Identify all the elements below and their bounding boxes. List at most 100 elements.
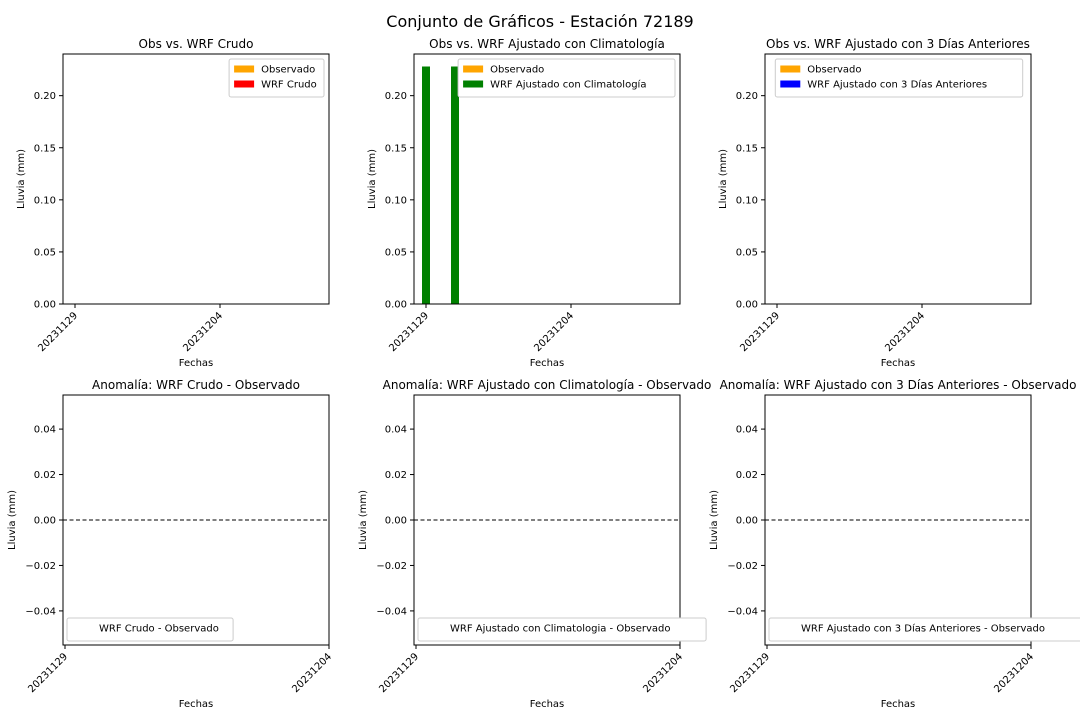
- axes-frame: [62, 394, 330, 646]
- legend-label: WRF Ajustado con Climatologia - Observad…: [450, 624, 671, 635]
- legend: WRF Crudo - Observado: [66, 617, 234, 642]
- legend-label: WRF Ajustado con 3 Días Anteriores: [807, 79, 987, 91]
- legend-box: [417, 617, 707, 642]
- y-tick-label: 0.04: [736, 425, 758, 436]
- bar: [422, 66, 430, 304]
- x-tick-label: 20231204: [883, 310, 927, 354]
- y-tick-label: 0.20: [34, 91, 56, 102]
- panel-title: Obs vs. WRF Ajustado con 3 Días Anterior…: [766, 37, 1030, 51]
- x-tick-label: 20231129: [26, 651, 70, 695]
- legend-box: [774, 58, 1024, 98]
- y-tick-label: −0.04: [727, 606, 758, 617]
- legend: Observado WRF Ajustado con 3 Días Anterio…: [774, 58, 1024, 98]
- figure-title: Conjunto de Gráficos - Estación 72189: [386, 12, 693, 31]
- x-tick-label: 20231129: [738, 310, 782, 354]
- legend: Observado WRF Ajustado con Climatología: [457, 58, 676, 98]
- y-tick-label: 0.20: [736, 91, 758, 102]
- chart-panel-4: Anomalía: WRF Crudo - Observado 0.04 0.02 0…: [7, 378, 334, 710]
- legend-swatch: [234, 80, 255, 88]
- y-tick-label: 0.00: [34, 516, 56, 527]
- y-tick-label: −0.02: [25, 561, 56, 572]
- y-tick-label: −0.02: [727, 561, 758, 572]
- x-axis-label: Fechas: [530, 699, 565, 710]
- x-tick-label: 20231129: [36, 310, 80, 354]
- y-tick-label: 0.10: [385, 195, 407, 206]
- y-tick-label: 0.04: [385, 425, 407, 436]
- y-tick-label: 0.15: [736, 143, 758, 154]
- x-tick-label: 20231204: [290, 651, 334, 695]
- panel-title: Anomalía: WRF Crudo - Observado: [92, 378, 300, 392]
- legend: WRF Ajustado con 3 Días Anteriores - Obs…: [768, 617, 1080, 642]
- y-tick-label: 0.20: [385, 91, 407, 102]
- panel-title: Anomalía: WRF Ajustado con 3 Días Anteri…: [720, 378, 1077, 392]
- x-axis-label: Fechas: [179, 358, 214, 369]
- y-tick-label: 0.15: [34, 143, 56, 154]
- y-axis-label: Lluvia (mm): [16, 149, 27, 209]
- x-tick-label: 20231129: [387, 310, 431, 354]
- y-tick-label: 0.15: [385, 143, 407, 154]
- y-tick-label: 0.10: [736, 195, 758, 206]
- legend-label: WRF Ajustado con Climatología: [490, 79, 646, 91]
- legend-box: [66, 617, 234, 642]
- legend-swatch: [463, 65, 484, 73]
- x-tick-label: 20231204: [992, 651, 1036, 695]
- y-axis-label: Lluvia (mm): [718, 149, 729, 209]
- axes-frame: [413, 394, 681, 646]
- legend-swatch: [463, 80, 484, 88]
- y-tick-label: 0.10: [34, 195, 56, 206]
- x-axis-label: Fechas: [881, 699, 916, 710]
- y-axis-label: Lluvia (mm): [367, 149, 378, 209]
- y-tick-label: 0.05: [385, 247, 407, 258]
- chart-panel-3: Obs vs. WRF Ajustado con 3 Días Anterior…: [718, 37, 1032, 369]
- axes-frame: [62, 53, 330, 305]
- x-tick-label: 20231129: [377, 651, 421, 695]
- y-axis-label: Lluvia (mm): [7, 490, 18, 550]
- y-tick-label: 0.05: [34, 247, 56, 258]
- chart-panel-2: Obs vs. WRF Ajustado con Climatología 0.0…: [367, 37, 681, 369]
- chart-panels: Obs vs. WRF Crudo 0.00 0.05 0.10 0.15 0.20 202…: [7, 37, 1080, 710]
- y-tick-label: 0.04: [34, 425, 56, 436]
- y-tick-label: 0.00: [385, 300, 407, 311]
- legend-box: [768, 617, 1080, 642]
- y-tick-label: −0.02: [376, 561, 407, 572]
- legend-box: [457, 58, 676, 98]
- x-axis-label: Fechas: [881, 358, 916, 369]
- legend: Observado WRF Crudo: [228, 58, 325, 98]
- panel-title: Obs vs. WRF Crudo: [139, 37, 254, 51]
- legend-label: Observado: [807, 65, 861, 76]
- x-tick-label: 20231204: [641, 651, 685, 695]
- legend-label: Observado: [490, 65, 544, 76]
- y-tick-label: −0.04: [25, 606, 56, 617]
- y-tick-label: 0.00: [34, 300, 56, 311]
- legend-swatch: [780, 65, 801, 73]
- legend-label: WRF Crudo: [261, 80, 317, 91]
- x-tick-label: 20231204: [532, 310, 576, 354]
- x-tick-label: 20231129: [728, 651, 772, 695]
- y-tick-label: 0.00: [385, 516, 407, 527]
- y-tick-label: 0.02: [385, 470, 407, 481]
- panel-title: Obs vs. WRF Ajustado con Climatología: [429, 37, 665, 51]
- axes-frame: [764, 53, 1032, 305]
- legend-label: WRF Crudo - Observado: [99, 624, 219, 635]
- y-tick-label: 0.00: [736, 516, 758, 527]
- panel-title: Anomalía: WRF Ajustado con Climatología …: [383, 378, 712, 392]
- legend: WRF Ajustado con Climatologia - Observad…: [417, 617, 707, 642]
- x-tick-label: 20231204: [181, 310, 225, 354]
- legend-swatch: [780, 80, 801, 88]
- legend-label: WRF Ajustado con 3 Días Anteriores - Obs…: [801, 623, 1045, 635]
- chart-panel-1: Obs vs. WRF Crudo 0.00 0.05 0.10 0.15 0.20 202…: [16, 37, 330, 369]
- x-axis-label: Fechas: [179, 699, 214, 710]
- y-tick-label: 0.05: [736, 247, 758, 258]
- chart-panel-5: Anomalía: WRF Ajustado con Climatología …: [358, 378, 711, 710]
- bar: [451, 66, 459, 304]
- legend-label: Observado: [261, 65, 315, 76]
- y-tick-label: 0.02: [34, 470, 56, 481]
- y-axis-label: Lluvia (mm): [358, 490, 369, 550]
- y-tick-label: 0.00: [736, 300, 758, 311]
- y-tick-label: 0.02: [736, 470, 758, 481]
- y-tick-label: −0.04: [376, 606, 407, 617]
- legend-swatch: [234, 65, 255, 73]
- y-axis-label: Lluvia (mm): [709, 490, 720, 550]
- axes-frame: [413, 53, 681, 305]
